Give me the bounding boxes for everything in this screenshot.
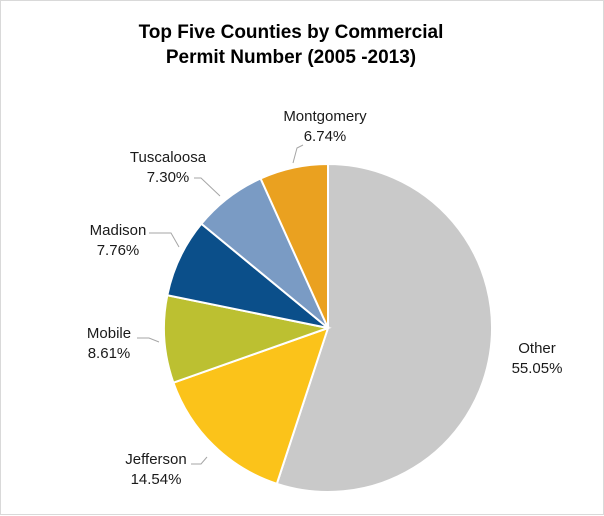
slice-name-other: Other: [518, 340, 556, 357]
pie-slices: [163, 162, 493, 493]
leader-line-tuscaloosa: [194, 177, 221, 197]
slice-value-madison: 7.76%: [97, 242, 140, 259]
pie-slice-jefferson: [172, 326, 330, 486]
slice-name-jefferson: Jefferson: [125, 451, 186, 468]
leader-lines: [137, 144, 304, 465]
slice-name-tuscaloosa: Tuscaloosa: [130, 149, 207, 166]
leader-line-montgomery: [292, 144, 304, 164]
slice-labels: Other 55.05% Jefferson 14.54% Mobile 8.61% Mad…: [87, 108, 563, 488]
leader-line-mobile: [137, 337, 160, 343]
pie-slice-other: [275, 162, 493, 493]
slice-value-mobile: 8.61%: [88, 345, 131, 362]
slice-name-montgomery: Montgomery: [283, 108, 367, 125]
chart-title-line-2: Permit Number (2005 -2013): [166, 47, 416, 68]
pie-slice-montgomery: [259, 162, 329, 329]
chart-title-line-1: Top Five Counties by Commercial: [139, 22, 444, 43]
slice-value-tuscaloosa: 7.30%: [147, 169, 190, 186]
slice-value-jefferson: 14.54%: [131, 471, 182, 488]
slice-name-madison: Madison: [90, 222, 147, 239]
slice-value-montgomery: 6.74%: [304, 128, 347, 145]
pie-slice-mobile: [163, 294, 332, 384]
slice-name-mobile: Mobile: [87, 325, 131, 342]
leader-line-madison: [149, 232, 180, 248]
leader-line-jefferson: [191, 456, 208, 465]
slice-value-other: 55.05%: [512, 360, 563, 377]
